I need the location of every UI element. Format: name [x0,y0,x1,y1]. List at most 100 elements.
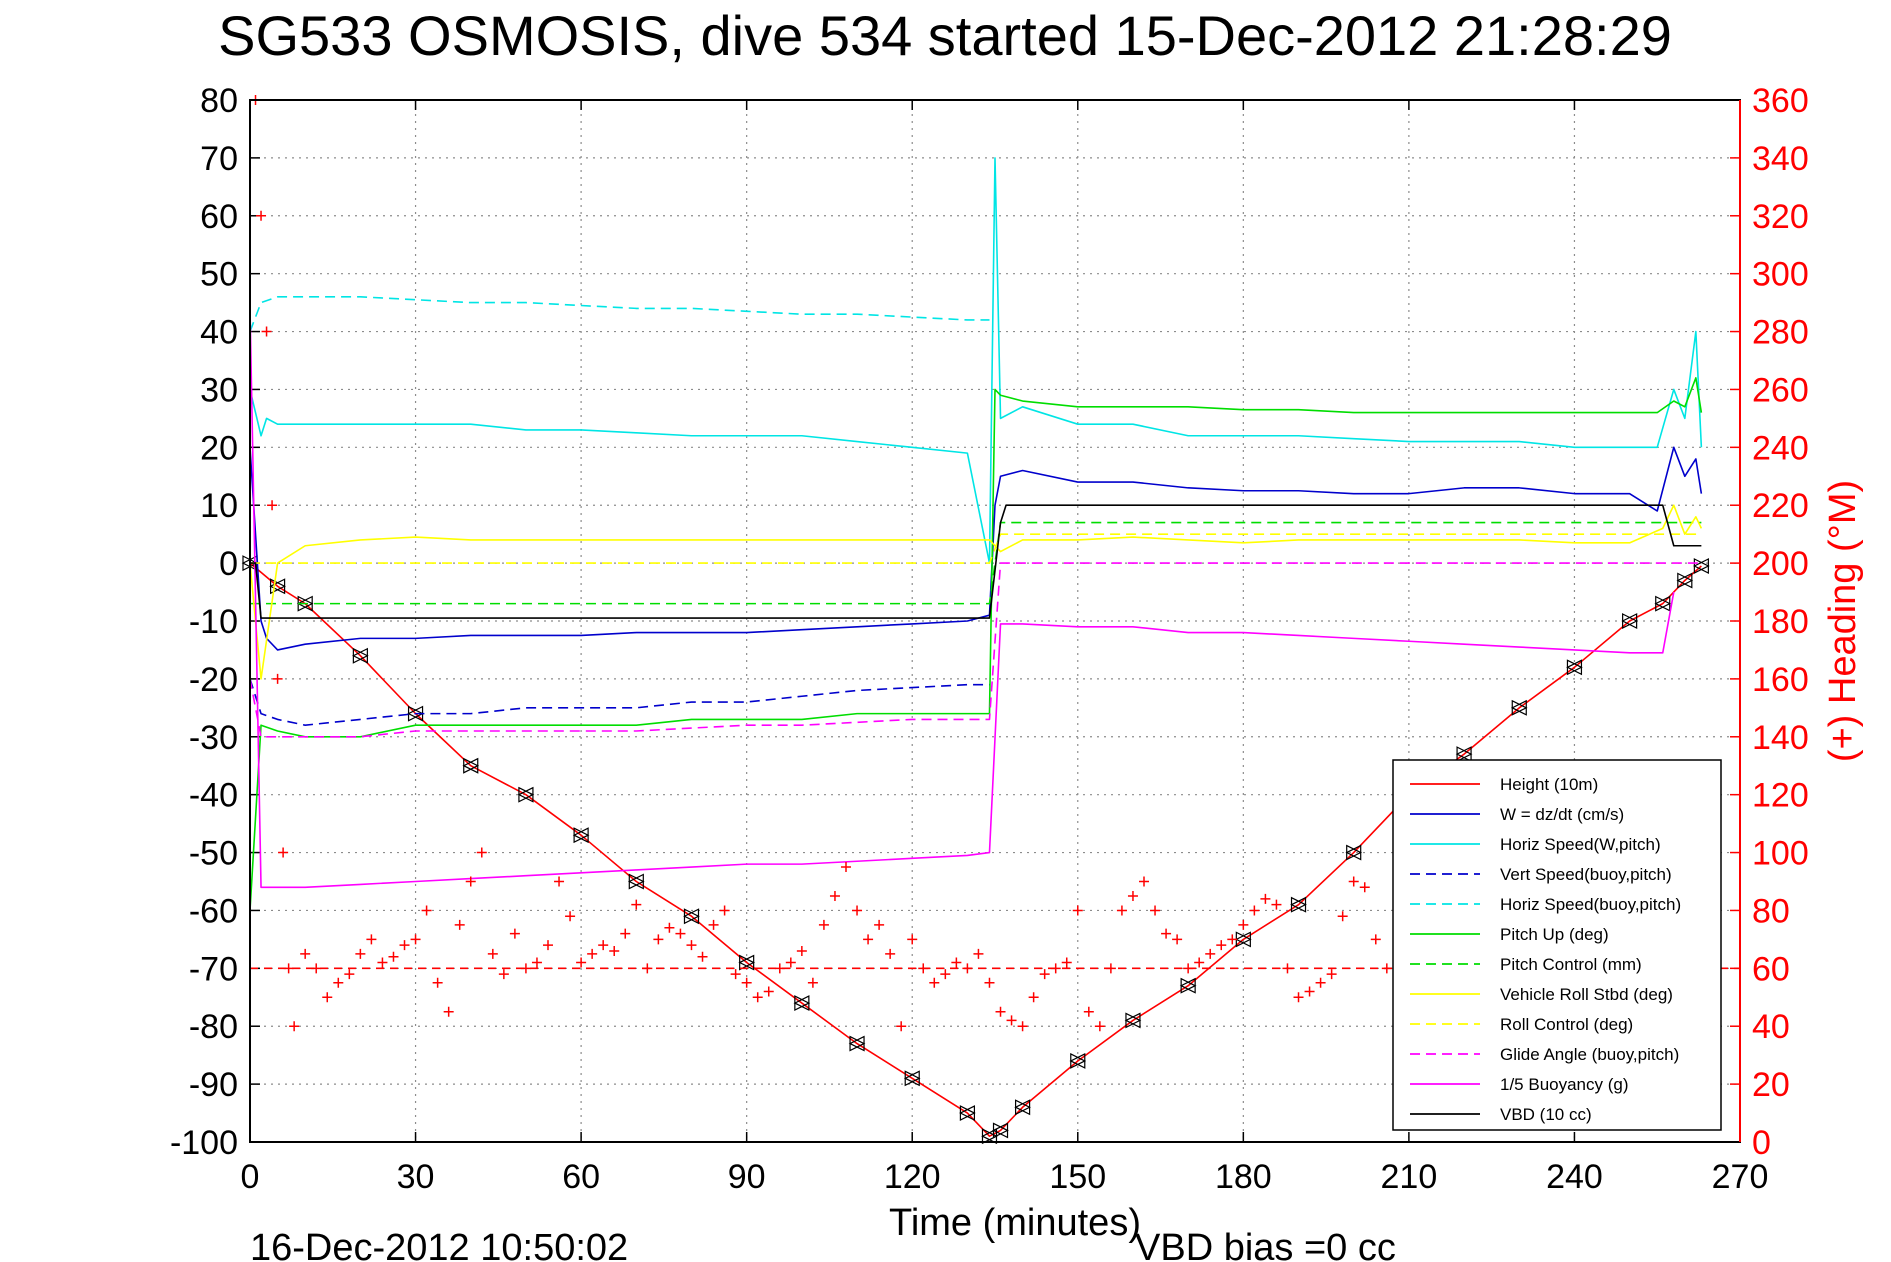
heading-marker [874,919,885,930]
height-marker [793,995,810,1012]
series-6 [250,521,1702,605]
heading-marker [1304,986,1315,997]
heading-marker [973,948,984,959]
heading-marker [531,957,542,968]
heading-marker [907,934,918,945]
x-tick-label: 150 [1049,1158,1106,1196]
heading-marker [1050,963,1061,974]
heading-marker [664,922,675,933]
series-8 [250,533,1702,564]
heading-marker [1072,905,1083,916]
heading-marker [289,1021,300,1032]
y-tick-label: 20 [200,429,238,467]
heading-marker [818,919,829,930]
height-marker [1290,896,1307,913]
y-tick-label: -90 [189,1066,238,1104]
heading-marker [1194,957,1205,968]
heading-marker [598,940,609,951]
y-tick-label: -10 [189,603,238,641]
legend-label: Vert Speed(buoy,pitch) [1500,865,1672,884]
y-tick-label: 60 [200,198,238,236]
heading-marker [631,899,642,910]
heading-marker [554,876,565,887]
heading-marker [272,673,283,684]
heading-marker [1348,876,1359,887]
heading-marker [355,948,366,959]
y2-tick-label: 360 [1752,82,1809,120]
y-tick-label: -50 [189,835,238,873]
heading-marker [1337,911,1348,922]
heading-marker [829,890,840,901]
legend-label: Pitch Up (deg) [1500,925,1609,944]
heading-marker [1139,876,1149,887]
y-tick-label: -20 [189,661,238,699]
heading-marker [1216,940,1227,951]
chart-title: SG533 OSMOSIS, dive 534 started 15-Dec-2… [218,4,1672,67]
series-11 [250,504,1702,619]
series-4 [249,296,990,332]
heading-marker [1116,905,1127,916]
x-tick-label: 210 [1381,1158,1438,1196]
heading-marker [1061,957,1072,968]
heading-marker [1238,919,1249,930]
heading-marker [399,940,410,951]
heading-marker [962,963,973,974]
y-tick-label: -70 [189,950,238,988]
series-10 [249,308,1675,889]
heading-marker [487,948,498,959]
y2-tick-label: 320 [1752,198,1809,236]
series-line [250,521,1702,605]
heading-marker [543,940,553,951]
heading-marker [1359,882,1370,893]
heading-marker [1326,969,1337,980]
y2-tick-label: 60 [1752,950,1790,988]
heading-marker [984,977,995,988]
y-tick-label: 0 [219,545,238,583]
y2-tick-label: 280 [1752,314,1809,352]
height-marker [1069,1052,1086,1069]
x-tick-label: 270 [1712,1158,1769,1196]
height-marker [517,786,534,803]
height-marker [1179,977,1196,994]
x-axis-label: Time (minutes) [889,1202,1141,1244]
heading-marker [1150,905,1161,916]
legend-label: Horiz Speed(W,pitch) [1500,835,1661,854]
y2-tick-label: 80 [1752,892,1790,930]
heading-marker [1006,1015,1017,1026]
heading-marker [1271,899,1282,910]
series-line [249,562,1702,738]
heading-marker [620,928,631,939]
series-line [249,504,1703,680]
y2-tick-label: 0 [1752,1124,1771,1162]
y-tick-label: -80 [189,1008,238,1046]
heading-marker [1315,977,1326,988]
heading-marker [896,1021,907,1032]
heading-marker [311,963,322,974]
heading-marker [995,1006,1006,1017]
x-tick-label: 60 [562,1158,600,1196]
legend-label: Height (10m) [1500,775,1598,794]
y-tick-label: -60 [189,892,238,930]
height-marker [1566,659,1583,676]
heading-marker [366,934,377,945]
heading-marker [719,905,730,916]
y-tick-label: 30 [200,371,238,409]
footer-right: VBD bias =0 cc [1135,1227,1396,1262]
legend-label: W = dz/dt (cm/s) [1500,805,1624,824]
series-line [249,446,1703,651]
series-line [249,157,1703,564]
heading-marker [267,500,278,511]
x-tick-label: 120 [884,1158,941,1196]
y2-tick-label: 300 [1752,256,1809,294]
series-line [249,377,1703,911]
heading-marker [653,934,664,945]
heading-marker [730,969,741,980]
y2-tick-label: 160 [1752,661,1809,699]
legend-label: Vehicle Roll Stbd (deg) [1500,985,1673,1004]
heading-marker [261,326,272,337]
y2-tick-label: 20 [1752,1066,1790,1104]
heading-marker [443,1006,454,1017]
legend-box [1392,759,1722,1131]
